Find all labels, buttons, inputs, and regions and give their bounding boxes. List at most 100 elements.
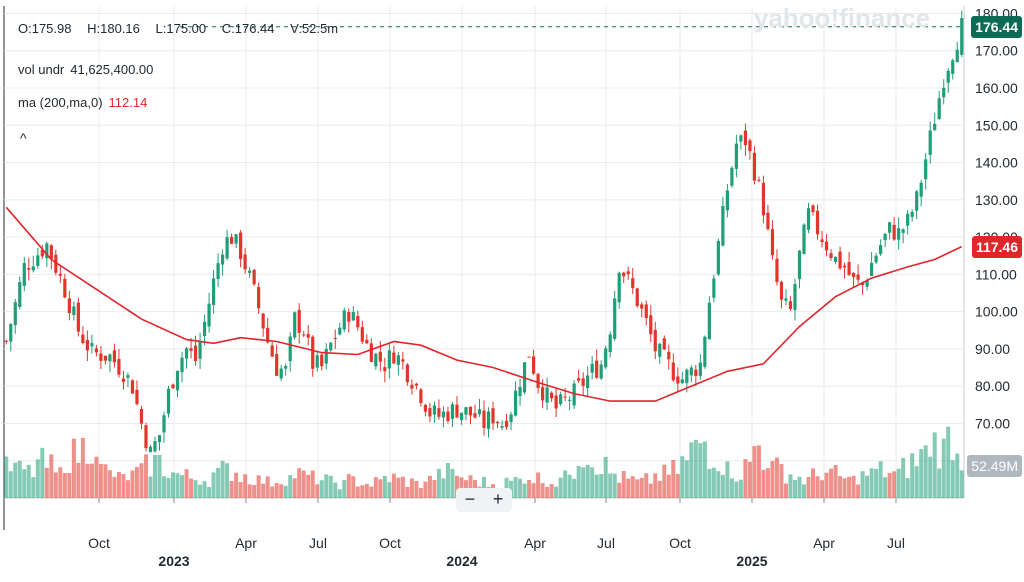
volume-bar	[49, 454, 54, 498]
candle-body	[540, 387, 545, 401]
candle-body	[130, 380, 135, 394]
candle-body	[599, 364, 603, 379]
volume-bar	[378, 479, 383, 498]
x-tick-label: 2023	[158, 553, 189, 569]
volume-bar	[567, 474, 572, 498]
collapse-indicators-button[interactable]: ^	[20, 130, 27, 146]
volume-bar	[261, 483, 266, 498]
candle-body	[482, 410, 486, 428]
volume-bars	[4, 426, 964, 498]
volume-bar	[26, 464, 31, 498]
volume-bar	[788, 474, 793, 498]
candle-body	[640, 304, 644, 309]
candle-body	[81, 334, 85, 344]
volume-bar	[527, 480, 532, 498]
zoom-in-button[interactable]: +	[492, 489, 504, 509]
volume-bar	[436, 468, 441, 498]
volume-bar	[716, 471, 721, 498]
x-tick-label: Apr	[813, 535, 835, 551]
x-tick-label: Oct	[88, 535, 110, 551]
volume-bar	[409, 478, 414, 498]
x-tick-label: Oct	[379, 535, 401, 551]
candle-body	[712, 278, 716, 298]
candle-body	[171, 384, 175, 389]
volume-bar	[765, 468, 770, 498]
volume-bar	[729, 478, 734, 498]
zoom-controls: − +	[456, 488, 512, 512]
volume-bar	[171, 472, 176, 498]
volume-tag: 52.49M	[967, 455, 1022, 477]
volume-bar	[829, 468, 834, 498]
candle-body	[31, 266, 35, 271]
candle-body	[680, 379, 684, 384]
candle-body	[671, 362, 675, 381]
candle-body	[951, 60, 955, 74]
volume-bar	[856, 484, 861, 498]
volume-bar	[738, 479, 743, 498]
candle-body	[536, 373, 540, 388]
volume-bar	[315, 484, 320, 498]
candle-body	[162, 415, 166, 433]
volume-bar	[937, 468, 942, 498]
volume-bar	[229, 480, 234, 498]
candle-body	[752, 152, 757, 181]
candle-body	[103, 355, 108, 361]
volume-bar	[648, 483, 653, 498]
candle-body	[297, 309, 301, 333]
candle-body	[815, 210, 820, 235]
candle-body	[500, 426, 504, 428]
candle-body	[960, 18, 964, 55]
candle-body	[207, 303, 211, 327]
candle-body	[874, 255, 878, 263]
volume-bar	[847, 476, 852, 498]
volume-bar	[558, 477, 563, 498]
volume-bar	[76, 462, 81, 498]
candle-body	[644, 304, 648, 319]
volume-bar	[301, 470, 306, 498]
volume-bar	[617, 482, 622, 498]
candle-body	[9, 324, 13, 342]
ma-indicator[interactable]: ma (200,ma,0) 112.14	[18, 95, 159, 110]
y-tick-label: 170.00	[975, 43, 1018, 59]
volume-bar	[662, 464, 667, 498]
candle-body	[531, 356, 536, 374]
volume-bar	[545, 486, 550, 498]
volume-bar	[635, 479, 640, 498]
candle-body	[72, 306, 76, 316]
candle-body	[58, 273, 62, 276]
volume-bar	[162, 476, 166, 498]
volume-bar	[31, 477, 36, 498]
volume-bar	[590, 467, 595, 498]
candle-body	[748, 140, 752, 152]
volume-bar	[608, 473, 613, 498]
candle-body	[477, 409, 482, 415]
candle-body	[464, 407, 468, 415]
candle-body	[685, 369, 689, 384]
candle-body	[901, 229, 905, 233]
volume-bar	[684, 460, 689, 498]
volume-bar	[423, 481, 428, 498]
volume-bar	[802, 484, 806, 498]
volume-bar	[58, 467, 63, 498]
volume-bar	[572, 478, 577, 498]
volume-bar	[806, 476, 811, 498]
candle-body	[937, 98, 941, 120]
candle-body	[220, 254, 225, 265]
volume-bar	[152, 455, 157, 498]
volume-bar	[874, 468, 879, 498]
volume-bar	[355, 486, 360, 498]
candle-body	[175, 370, 180, 391]
candle-body	[193, 345, 198, 362]
volume-bar	[225, 463, 230, 498]
volume-bar	[157, 455, 162, 498]
candle-body	[360, 327, 364, 342]
volume-bar	[883, 477, 888, 498]
volume-bar	[71, 438, 76, 498]
y-tick-label: 100.00	[975, 304, 1018, 320]
volume-bar	[243, 474, 248, 498]
volume-bar	[680, 456, 685, 498]
zoom-out-button[interactable]: −	[464, 489, 476, 509]
volume-indicator[interactable]: vol undr 41,625,400.00	[18, 62, 165, 77]
